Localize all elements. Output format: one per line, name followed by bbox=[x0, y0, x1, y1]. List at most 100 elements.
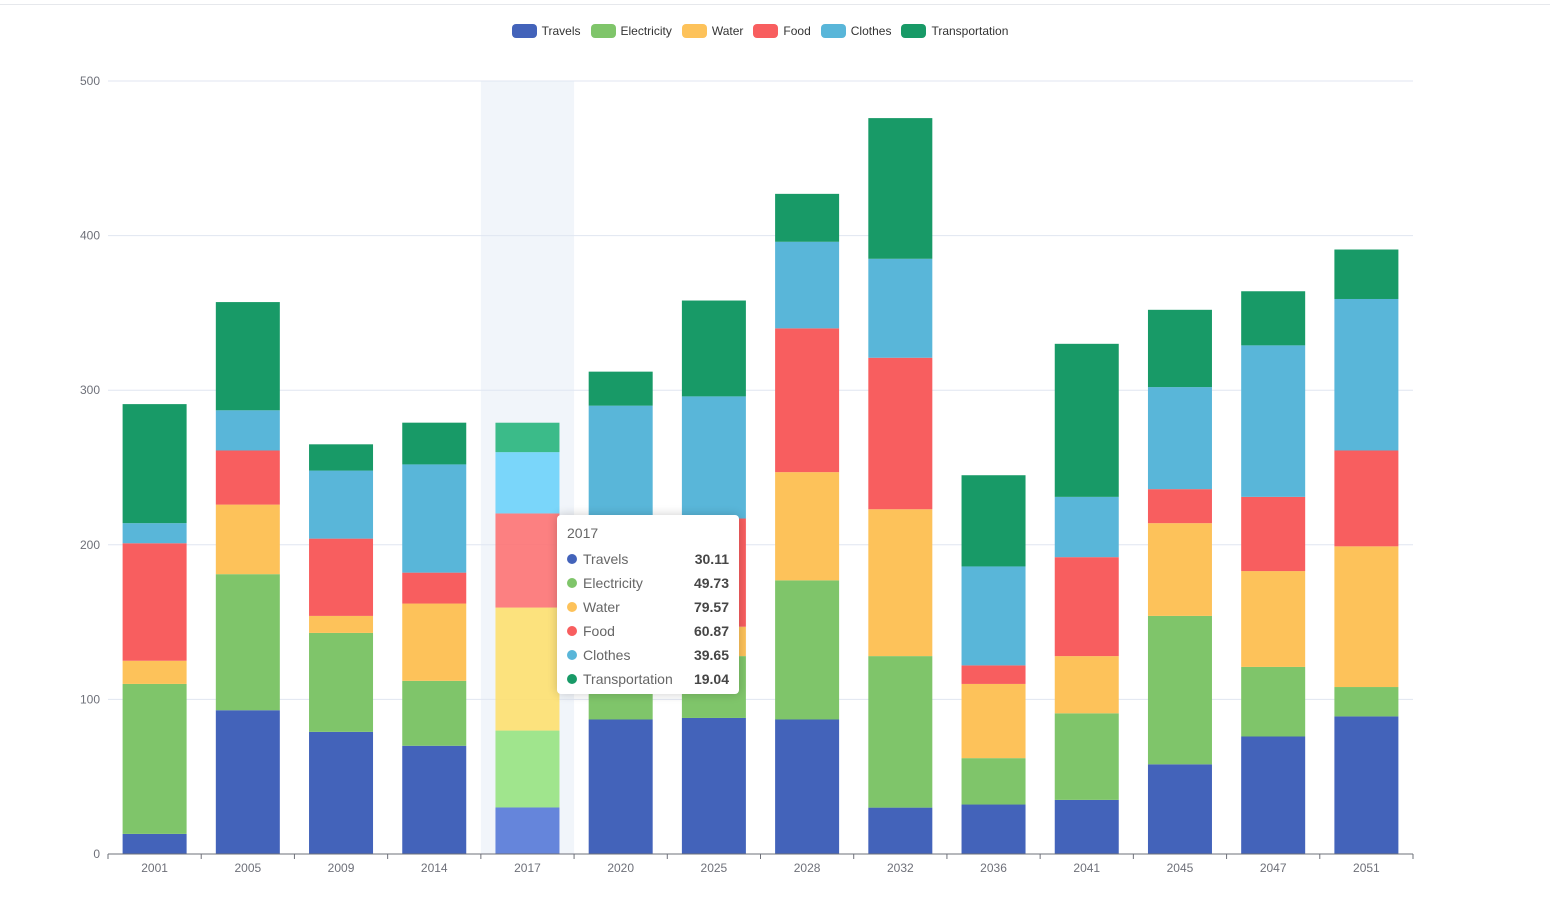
bar-water-2005 bbox=[215, 504, 280, 575]
bar-clothes-2017 bbox=[495, 452, 560, 514]
bar-transportation-2005 bbox=[215, 302, 280, 411]
legend-label: Food bbox=[783, 24, 811, 38]
legend-swatch bbox=[901, 24, 927, 38]
bar-water-2036 bbox=[961, 683, 1026, 759]
x-tick-label: 2045 bbox=[1167, 861, 1194, 875]
legend-label: Clothes bbox=[850, 24, 892, 38]
bar-water-2051 bbox=[1334, 546, 1399, 688]
y-tick-label: 0 bbox=[93, 847, 100, 861]
bar-clothes-2041 bbox=[1054, 496, 1119, 558]
bar-travels-2051 bbox=[1334, 716, 1399, 854]
tooltip-series-name: Travels bbox=[583, 551, 629, 567]
y-tick-label: 200 bbox=[80, 538, 100, 552]
legend-label: Water bbox=[711, 24, 744, 38]
legend-item-transportation[interactable]: Transportation bbox=[901, 24, 1008, 38]
bar-travels-2017 bbox=[495, 807, 560, 854]
legend-swatch bbox=[753, 24, 779, 38]
legend-swatch bbox=[590, 24, 616, 38]
bar-electricity-2014 bbox=[402, 680, 467, 746]
bar-transportation-2028 bbox=[775, 193, 840, 242]
bar-transportation-2025 bbox=[681, 300, 746, 397]
bar-transportation-2047 bbox=[1241, 291, 1306, 346]
bar-electricity-2001 bbox=[122, 683, 187, 834]
bar-clothes-2001 bbox=[122, 523, 187, 544]
bar-electricity-2036 bbox=[961, 758, 1026, 805]
bar-food-2036 bbox=[961, 665, 1026, 684]
bar-electricity-2005 bbox=[215, 574, 280, 711]
series-dot-icon bbox=[567, 554, 577, 564]
y-tick-label: 100 bbox=[80, 692, 100, 706]
bar-food-2047 bbox=[1241, 496, 1306, 572]
legend-swatch bbox=[820, 24, 846, 38]
legend-item-electricity[interactable]: Electricity bbox=[590, 24, 672, 38]
x-tick-label: 2047 bbox=[1260, 861, 1287, 875]
x-tick-label: 2020 bbox=[607, 861, 634, 875]
bar-food-2041 bbox=[1054, 557, 1119, 657]
tooltip-series-name: Clothes bbox=[583, 647, 631, 663]
x-tick-label: 2009 bbox=[328, 861, 355, 875]
bar-water-2028 bbox=[775, 472, 840, 581]
bar-clothes-2014 bbox=[402, 464, 467, 573]
bar-travels-2047 bbox=[1241, 736, 1306, 854]
tooltip-row: Food 60.87 bbox=[567, 619, 729, 643]
bar-transportation-2001 bbox=[122, 404, 187, 524]
bar-clothes-2009 bbox=[309, 470, 374, 539]
bar-transportation-2009 bbox=[309, 444, 374, 471]
bar-food-2009 bbox=[309, 538, 374, 616]
y-tick-label: 400 bbox=[80, 229, 100, 243]
tooltip-row: Electricity 49.73 bbox=[567, 571, 729, 595]
bar-electricity-2041 bbox=[1054, 713, 1119, 800]
bar-food-2017 bbox=[495, 513, 560, 608]
legend-item-food[interactable]: Food bbox=[753, 24, 811, 38]
bar-electricity-2009 bbox=[309, 632, 374, 732]
bar-travels-2014 bbox=[402, 745, 467, 854]
bar-electricity-2047 bbox=[1241, 666, 1306, 737]
bar-transportation-2036 bbox=[961, 475, 1026, 567]
chart-legend: Travels Electricity Water Food Clothes Transp… bbox=[0, 24, 1520, 38]
bar-water-2047 bbox=[1241, 571, 1306, 667]
bar-transportation-2014 bbox=[402, 422, 467, 465]
bar-electricity-2045 bbox=[1147, 615, 1212, 765]
bar-food-2028 bbox=[775, 328, 840, 473]
y-tick-label: 300 bbox=[80, 383, 100, 397]
tooltip-series-name: Transportation bbox=[583, 671, 673, 687]
tooltip-row: Clothes 39.65 bbox=[567, 643, 729, 667]
x-tick-label: 2017 bbox=[514, 861, 541, 875]
bar-food-2051 bbox=[1334, 450, 1399, 547]
bar-transportation-2041 bbox=[1054, 343, 1119, 497]
legend-swatch bbox=[511, 24, 537, 38]
bar-food-2045 bbox=[1147, 489, 1212, 524]
bar-clothes-2047 bbox=[1241, 345, 1306, 497]
tooltip-series-name: Electricity bbox=[583, 575, 643, 591]
legend-item-water[interactable]: Water bbox=[681, 24, 744, 38]
bar-electricity-2032 bbox=[868, 656, 933, 808]
x-tick-label: 2041 bbox=[1073, 861, 1100, 875]
bar-travels-2041 bbox=[1054, 799, 1119, 854]
bar-travels-2005 bbox=[215, 710, 280, 854]
bar-food-2001 bbox=[122, 543, 187, 661]
legend-label: Travels bbox=[541, 24, 581, 38]
bar-transportation-2045 bbox=[1147, 309, 1212, 388]
tooltip-series-value: 39.65 bbox=[693, 647, 729, 663]
legend-label: Electricity bbox=[620, 24, 672, 38]
tooltip-series-value: 19.04 bbox=[693, 671, 729, 687]
bar-water-2017 bbox=[495, 607, 560, 731]
bar-travels-2045 bbox=[1147, 764, 1212, 854]
y-tick-label: 500 bbox=[80, 74, 100, 88]
bar-clothes-2025 bbox=[681, 396, 746, 519]
legend-item-travels[interactable]: Travels bbox=[511, 24, 581, 38]
x-tick-label: 2036 bbox=[980, 861, 1007, 875]
tooltip-row: Water 79.57 bbox=[567, 595, 729, 619]
bar-travels-2020 bbox=[588, 719, 653, 854]
bar-travels-2032 bbox=[868, 807, 933, 854]
legend-swatch bbox=[681, 24, 707, 38]
tooltip-series-name: Water bbox=[583, 599, 620, 615]
legend-item-clothes[interactable]: Clothes bbox=[820, 24, 892, 38]
series-dot-icon bbox=[567, 626, 577, 636]
bar-electricity-2028 bbox=[775, 580, 840, 720]
hover-tooltip: 2017 Travels 30.11 Electricity 49.73 Water 79… bbox=[557, 515, 739, 694]
bar-food-2032 bbox=[868, 357, 933, 510]
bar-electricity-2051 bbox=[1334, 687, 1399, 717]
bar-electricity-2017 bbox=[495, 730, 560, 808]
